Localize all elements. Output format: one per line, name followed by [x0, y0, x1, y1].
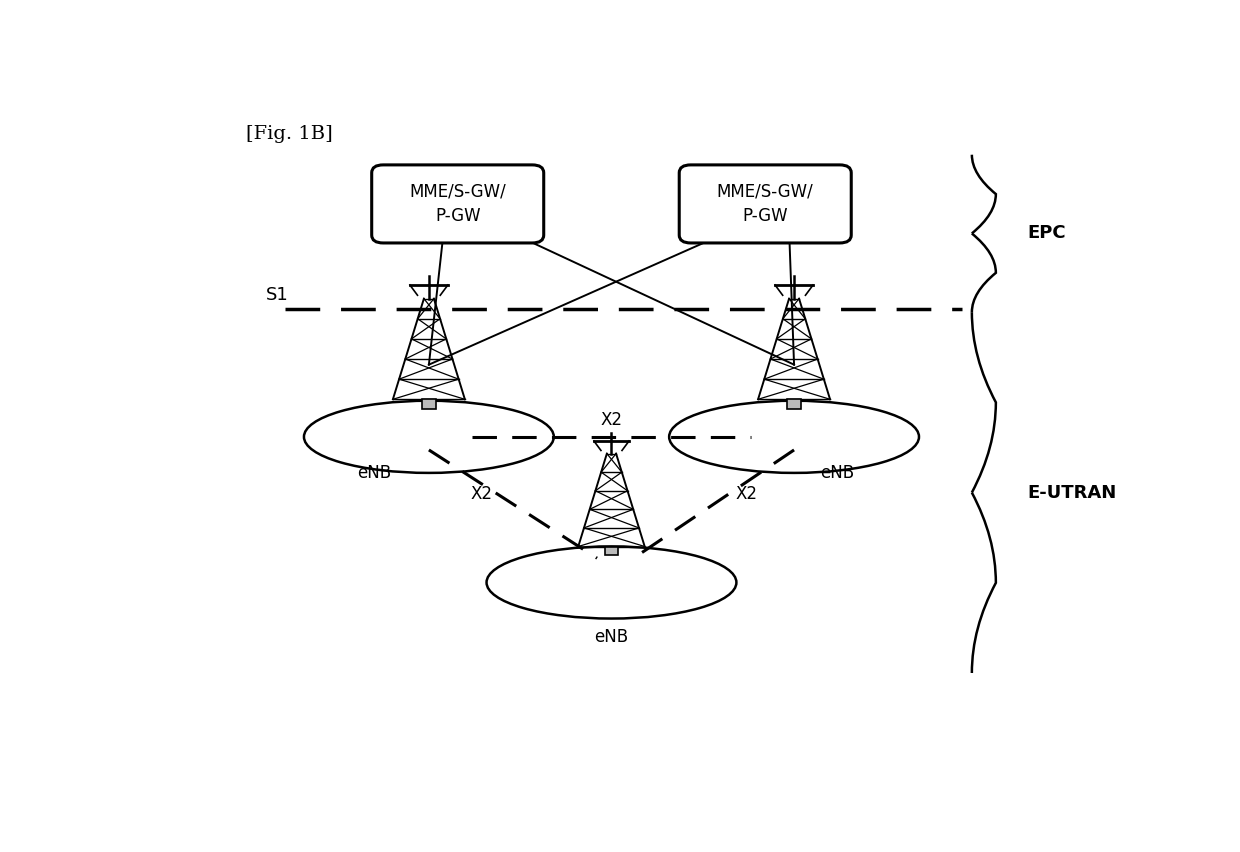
Text: MME/S-GW/
P-GW: MME/S-GW/ P-GW — [717, 182, 813, 226]
Text: eNB: eNB — [820, 463, 854, 482]
Text: X2: X2 — [471, 485, 492, 503]
FancyBboxPatch shape — [605, 546, 618, 556]
FancyBboxPatch shape — [680, 165, 851, 243]
Text: eNB: eNB — [594, 628, 629, 646]
FancyBboxPatch shape — [787, 400, 801, 409]
Text: E-UTRAN: E-UTRAN — [1028, 484, 1117, 502]
FancyBboxPatch shape — [372, 165, 543, 243]
Text: S1: S1 — [265, 285, 288, 303]
FancyBboxPatch shape — [422, 400, 436, 409]
Text: eNB: eNB — [357, 463, 391, 482]
Ellipse shape — [670, 400, 919, 473]
Text: X2: X2 — [600, 412, 622, 429]
Ellipse shape — [486, 546, 737, 619]
Text: MME/S-GW/
P-GW: MME/S-GW/ P-GW — [409, 182, 506, 226]
Ellipse shape — [304, 400, 554, 473]
Text: [Fig. 1B]: [Fig. 1B] — [247, 125, 334, 143]
Text: X2: X2 — [735, 485, 756, 503]
Text: EPC: EPC — [1028, 224, 1066, 243]
